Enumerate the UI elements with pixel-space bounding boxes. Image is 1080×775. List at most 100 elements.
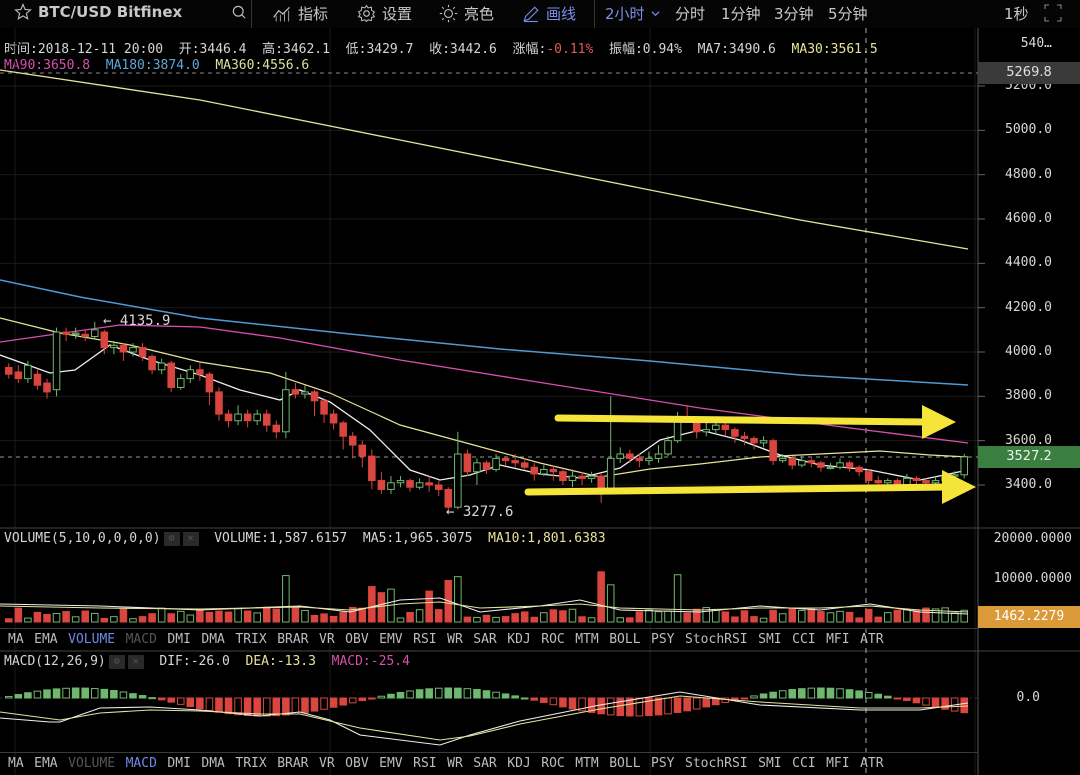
price-axis-label: 4200.0	[1005, 299, 1052, 315]
ma-info-line: MA90:3650.8 MA180:3874.0 MA360:4556.6	[4, 58, 309, 73]
interval-option-timeshare[interactable]: 分时	[675, 5, 706, 23]
info-ma180: MA180:3874.0	[105, 58, 200, 73]
tab-stochrsi[interactable]: StochRSI	[685, 756, 748, 771]
volume-ma10-line	[0, 601, 969, 613]
ma90-line	[0, 324, 969, 444]
macd-axis-zero: 0.0	[1016, 690, 1040, 705]
tab-atr[interactable]: ATR	[860, 756, 884, 771]
tab-macd[interactable]: MACD	[125, 632, 157, 647]
tab-kdj[interactable]: KDJ	[507, 756, 531, 771]
macd-close-button[interactable]: ✕	[127, 654, 144, 669]
tab-volume[interactable]: VOLUME	[68, 632, 116, 647]
interval-active-label: 2小时	[605, 5, 645, 23]
tab-smi[interactable]: SMI	[758, 632, 782, 647]
ohlc-info-line: 时间:2018-12-11 20:00 开:3446.4 高:3462.1 低:…	[4, 38, 878, 57]
tab-mtm[interactable]: MTM	[575, 632, 599, 647]
tab-stochrsi[interactable]: StochRSI	[685, 632, 748, 647]
info-ma7: MA7:3490.6	[697, 42, 776, 57]
tab-obv[interactable]: OBV	[345, 632, 369, 647]
macd-settings-button[interactable]: ⚙	[108, 654, 125, 669]
tab-brar[interactable]: BRAR	[277, 632, 309, 647]
tab-roc[interactable]: ROC	[541, 756, 565, 771]
tab-macd[interactable]: MACD	[125, 756, 157, 771]
tab-ema[interactable]: EMA	[34, 632, 58, 647]
macd-dif: DIF:-26.0	[159, 654, 230, 669]
tab-ema[interactable]: EMA	[34, 756, 58, 771]
tab-vr[interactable]: VR	[319, 756, 335, 771]
tab-psy[interactable]: PSY	[651, 756, 675, 771]
tab-boll[interactable]: BOLL	[609, 632, 641, 647]
tab-kdj[interactable]: KDJ	[507, 632, 531, 647]
toolbar: BTC/USD Bitfinex 指标 设置 亮色 画线 2小时 分时 1分钟 …	[0, 0, 1080, 28]
candlestick-chart[interactable]	[0, 28, 1080, 775]
volume-axis-20000: 20000.0000	[993, 531, 1072, 546]
price-axis-label: 4400.0	[1005, 255, 1052, 271]
interval-option-1sec[interactable]: 1秒	[1004, 5, 1029, 23]
tab-mfi[interactable]: MFI	[826, 756, 850, 771]
tab-cci[interactable]: CCI	[792, 632, 816, 647]
symbol-selector[interactable]: BTC/USD Bitfinex	[14, 3, 182, 21]
price-tag-top: 5269.8	[978, 62, 1080, 84]
tab-roc[interactable]: ROC	[541, 632, 565, 647]
interval-option-1min[interactable]: 1分钟	[721, 5, 761, 23]
macd-dea-line	[0, 695, 969, 741]
min-annotation: ← 3277.6	[446, 504, 514, 520]
tab-dma[interactable]: DMA	[201, 632, 225, 647]
tab-smi[interactable]: SMI	[758, 756, 782, 771]
tab-trix[interactable]: TRIX	[235, 632, 267, 647]
tab-atr[interactable]: ATR	[860, 632, 884, 647]
tab-dma[interactable]: DMA	[201, 756, 225, 771]
tab-dmi[interactable]: DMI	[167, 632, 191, 647]
brightness-label: 亮色	[464, 5, 495, 23]
volume-close-button[interactable]: ✕	[182, 531, 199, 546]
volume-axis-10000: 10000.0000	[993, 571, 1072, 586]
tab-sar[interactable]: SAR	[473, 756, 497, 771]
tab-rsi[interactable]: RSI	[413, 756, 437, 771]
tab-vr[interactable]: VR	[319, 632, 335, 647]
tab-wr[interactable]: WR	[447, 756, 463, 771]
indicators-button[interactable]: 指标	[272, 3, 328, 24]
interval-option-5min[interactable]: 5分钟	[828, 5, 868, 23]
price-axis-label: 540…	[1020, 36, 1052, 51]
tab-emv[interactable]: EMV	[379, 632, 403, 647]
brightness-button[interactable]: 亮色	[439, 3, 494, 24]
price-axis-label: 4000.0	[1005, 344, 1052, 359]
volume-title: VOLUME(5,10,0,0,0,0)	[4, 531, 161, 546]
tab-obv[interactable]: OBV	[345, 756, 369, 771]
last-price-tag: 3527.2	[978, 446, 1080, 468]
tab-dmi[interactable]: DMI	[167, 756, 191, 771]
tab-rsi[interactable]: RSI	[413, 632, 437, 647]
info-ma30: MA30:3561.5	[791, 42, 878, 57]
search-button[interactable]	[230, 3, 248, 21]
price-axis-label: 4800.0	[1005, 166, 1052, 182]
interval-option-3min[interactable]: 3分钟	[774, 5, 814, 23]
settings-button[interactable]: 设置	[357, 3, 412, 24]
arrowhead-icon	[922, 405, 956, 439]
tab-psy[interactable]: PSY	[651, 632, 675, 647]
tab-volume[interactable]: VOLUME	[68, 756, 116, 771]
tab-boll[interactable]: BOLL	[609, 756, 641, 771]
symbol-label: BTC/USD Bitfinex	[38, 3, 183, 21]
macd-histogram	[5, 687, 969, 717]
tab-cci[interactable]: CCI	[792, 756, 816, 771]
tab-emv[interactable]: EMV	[379, 756, 403, 771]
fullscreen-button[interactable]	[1043, 3, 1063, 27]
macd-dea: DEA:-13.3	[245, 654, 316, 669]
tab-ma[interactable]: MA	[8, 632, 24, 647]
tab-brar[interactable]: BRAR	[277, 756, 309, 771]
tab-mtm[interactable]: MTM	[575, 756, 599, 771]
indicator-tabs-volume: MA EMA VOLUME MACD DMI DMA TRIX BRAR VR OBV EMV RSI…	[0, 628, 978, 650]
sun-icon	[439, 4, 458, 23]
tab-mfi[interactable]: MFI	[826, 632, 850, 647]
info-change-label: 涨幅:	[512, 42, 547, 57]
star-icon[interactable]	[14, 3, 32, 21]
volume-settings-button[interactable]: ⚙	[163, 531, 180, 546]
tab-ma[interactable]: MA	[8, 756, 24, 771]
tab-trix[interactable]: TRIX	[235, 756, 267, 771]
price-axis-label: 5000.0	[1005, 122, 1052, 138]
tab-sar[interactable]: SAR	[473, 632, 497, 647]
interval-dropdown[interactable]: 2小时	[605, 3, 660, 24]
tab-wr[interactable]: WR	[447, 632, 463, 647]
draw-button[interactable]: 画线	[522, 3, 576, 24]
volume-ma10: MA10:1,801.6383	[488, 531, 606, 546]
